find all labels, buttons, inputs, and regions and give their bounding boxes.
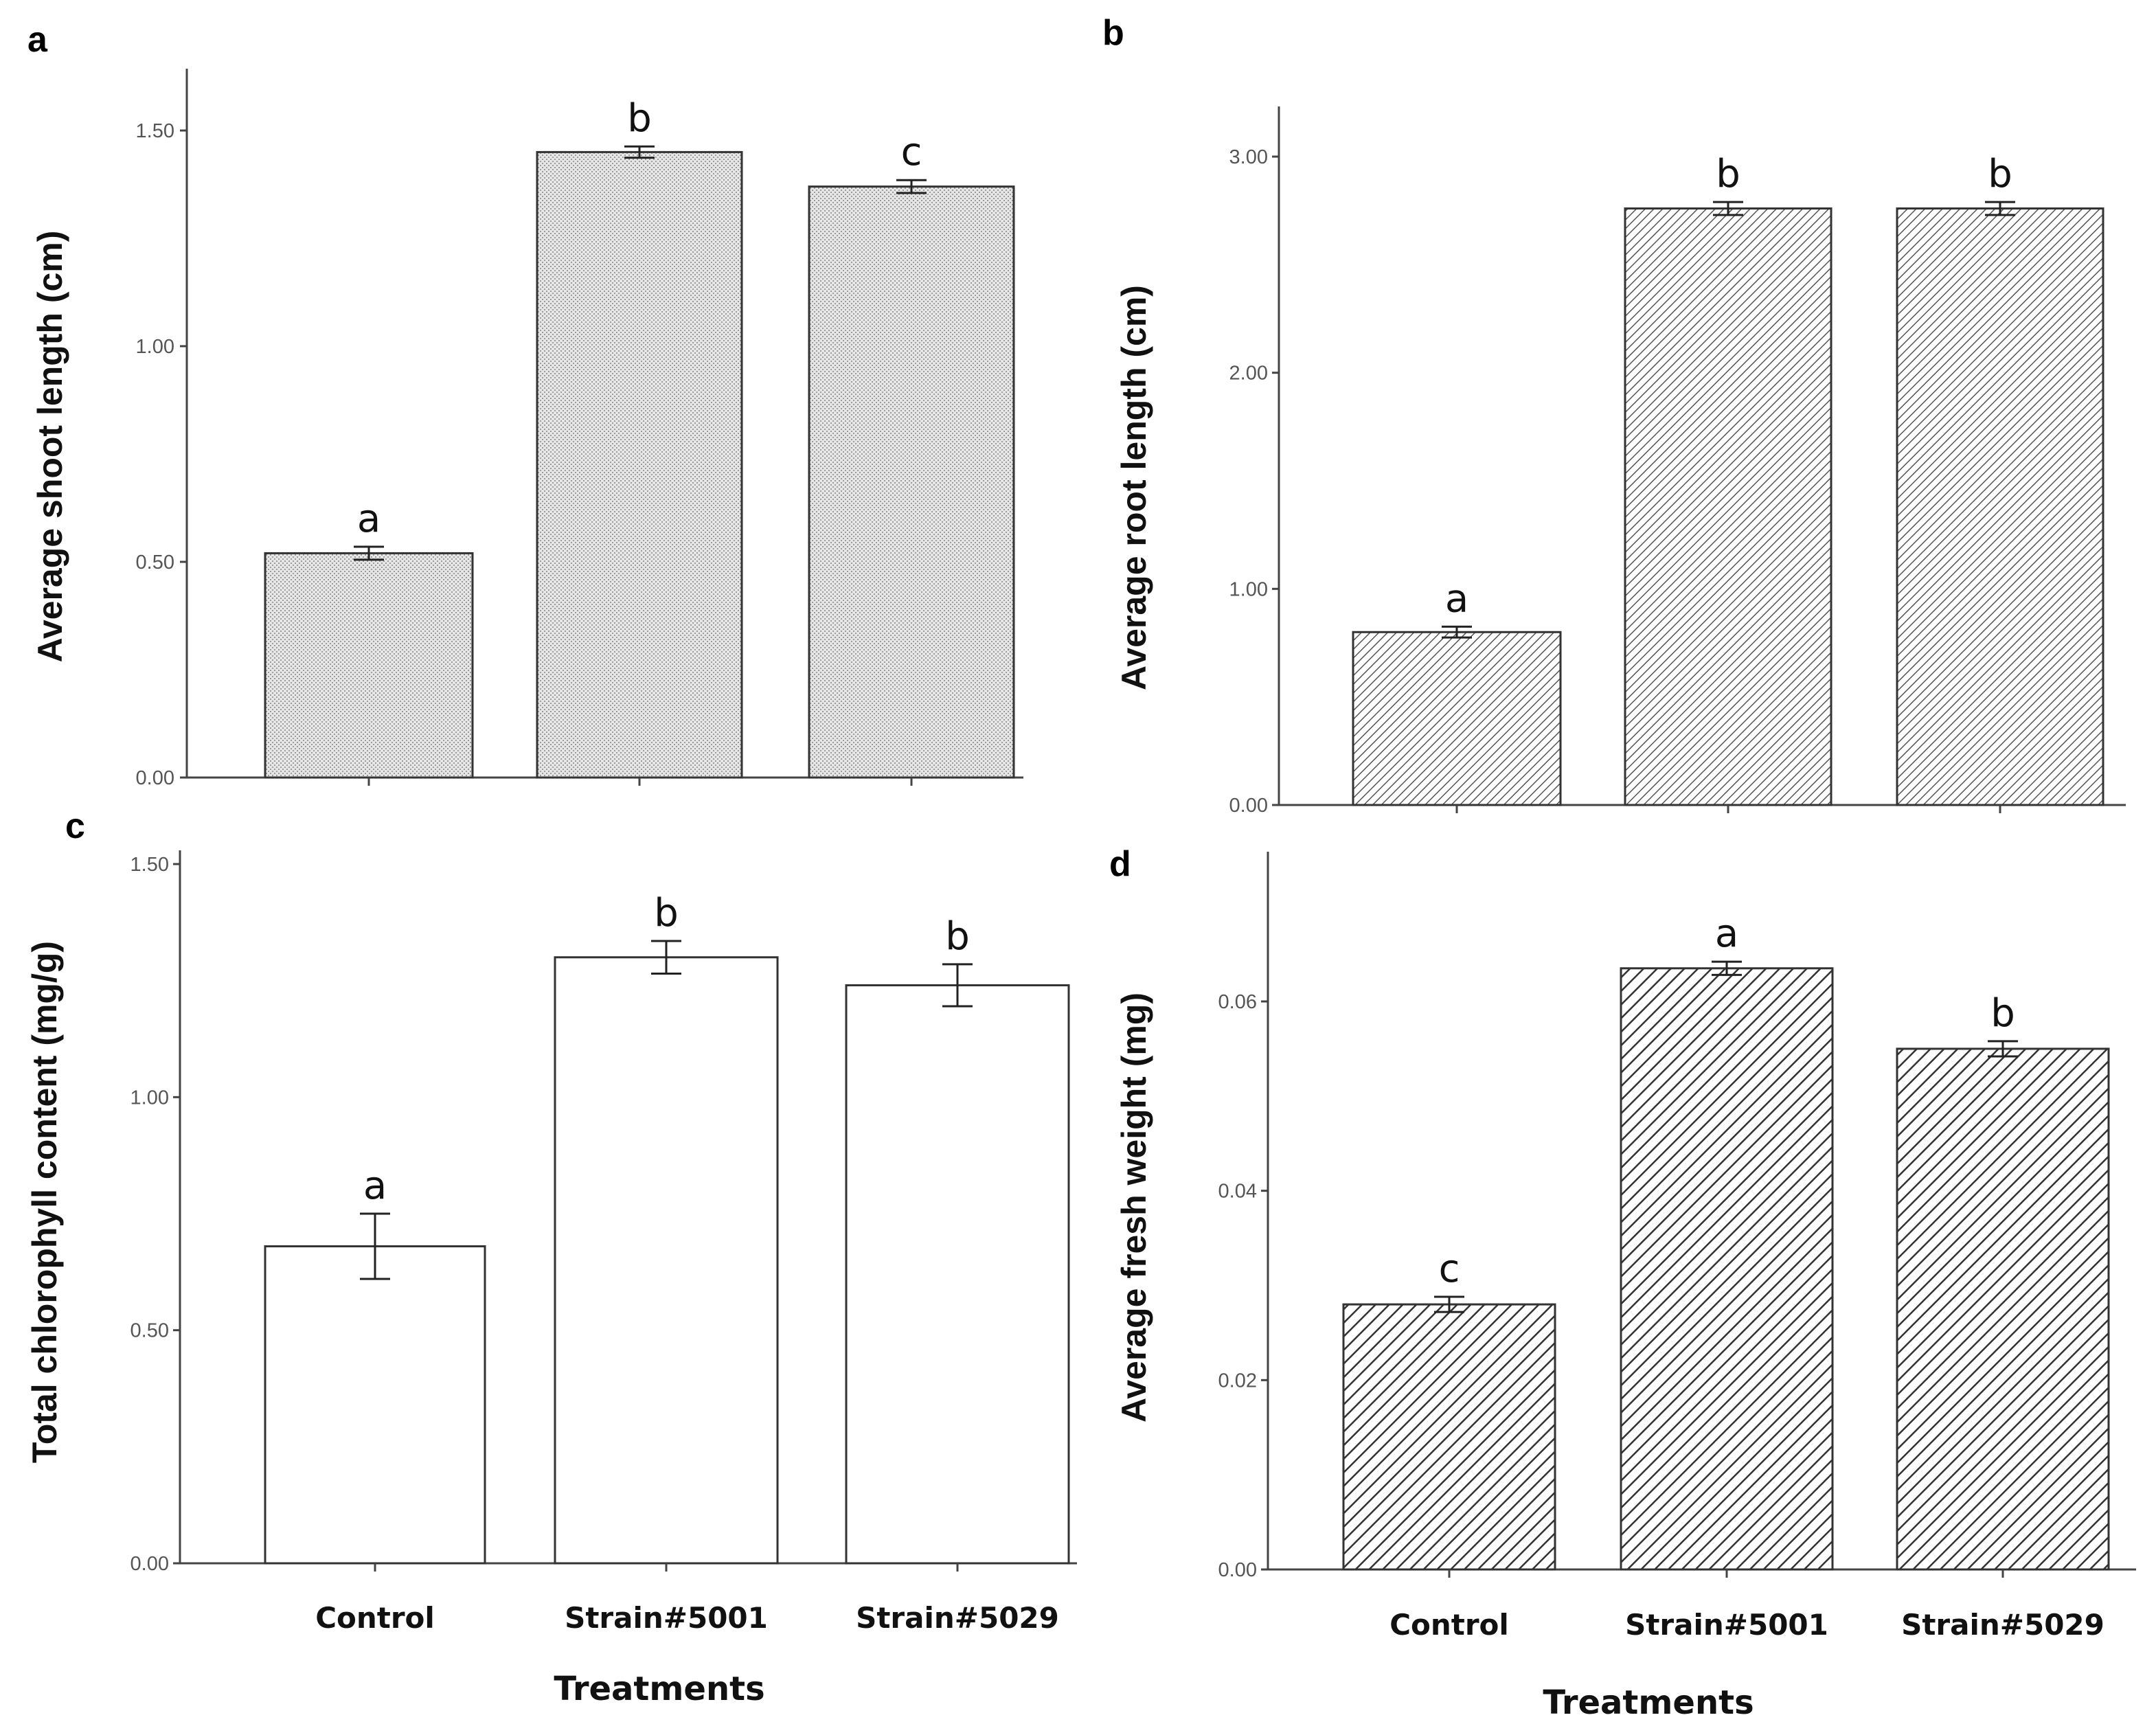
y-tick-label: 0.00	[131, 1553, 169, 1575]
y-tick-label: 1.00	[1229, 578, 1268, 600]
significance-letter: b	[654, 891, 679, 935]
panel-b-chart: 0.00 1.00 2.00 3.00 Average root length (cm)…	[1115, 106, 2126, 817]
category-label: Strain#5029	[856, 1601, 1059, 1635]
bar	[264, 1245, 486, 1565]
bar	[1352, 631, 1562, 806]
significance-letter: b	[1988, 152, 2012, 196]
panel-label-d: d	[1109, 844, 1131, 884]
category-label: Control	[315, 1601, 435, 1635]
bar	[1620, 967, 1834, 1571]
y-axis-title: Average fresh weight (mg)	[1115, 993, 1153, 1422]
y-tick-label: 1.50	[131, 854, 169, 876]
panel-d-chart: 0.00 0.02 0.04 0.06 Average fresh weight (mg…	[1115, 852, 2136, 1642]
panel-a-chart: 0.00 0.50 1.00 1.50 Average shoot length (cm…	[31, 69, 1023, 789]
significance-letter: b	[1990, 991, 2015, 1036]
significance-letter: b	[945, 914, 970, 959]
category-label: Strain#5001	[1625, 1608, 1828, 1642]
bar	[536, 150, 743, 779]
bar	[1342, 1303, 1556, 1571]
y-tick-label: 0.02	[1218, 1370, 1257, 1392]
category-label: Strain#5001	[565, 1601, 768, 1635]
y-tick-label: 0.50	[131, 1320, 169, 1342]
y-tick-label: 1.00	[136, 336, 174, 358]
bar	[1624, 207, 1832, 806]
bar	[264, 552, 474, 779]
significance-letter: b	[1716, 152, 1740, 196]
significance-letter: b	[627, 96, 652, 141]
y-tick-label: 1.00	[131, 1087, 169, 1109]
y-axis-title: Average root length (cm)	[1115, 285, 1153, 690]
y-axis-title: Average shoot length (cm)	[31, 231, 69, 663]
bar	[845, 984, 1070, 1565]
category-label: Control	[1389, 1608, 1509, 1642]
y-tick-label: 0.00	[136, 767, 174, 789]
bar	[1896, 1047, 2110, 1571]
panel-c-chart: 0.00 0.50 1.00 1.50 Total chlorophyll conten…	[25, 850, 1077, 1635]
panel-label-a: a	[27, 20, 48, 60]
y-tick-label: 0.50	[136, 552, 174, 574]
y-tick-label: 0.04	[1218, 1181, 1257, 1203]
bar	[1896, 207, 2104, 806]
significance-letter: a	[1715, 911, 1738, 956]
bar	[554, 956, 779, 1565]
significance-letter: a	[363, 1164, 387, 1208]
significance-letter: a	[357, 497, 381, 541]
y-tick-label: 1.50	[136, 120, 174, 142]
bar	[808, 185, 1015, 779]
y-tick-label: 2.00	[1229, 363, 1268, 385]
y-axis-title: Total chlorophyll content (mg/g)	[25, 941, 64, 1463]
significance-letter: c	[901, 130, 922, 174]
y-tick-label: 0.00	[1229, 795, 1268, 817]
y-tick-label: 0.06	[1218, 991, 1257, 1013]
panel-label-c: c	[65, 806, 85, 846]
x-axis-title-right: Treatments	[1543, 1683, 1754, 1722]
significance-letter: a	[1445, 576, 1468, 621]
panel-label-b: b	[1102, 13, 1124, 53]
y-tick-label: 0.00	[1218, 1559, 1257, 1581]
category-label: Strain#5029	[1901, 1608, 2104, 1642]
significance-letter: c	[1439, 1247, 1460, 1291]
x-axis-title-left: Treatments	[554, 1670, 764, 1708]
y-tick-label: 3.00	[1229, 146, 1268, 168]
